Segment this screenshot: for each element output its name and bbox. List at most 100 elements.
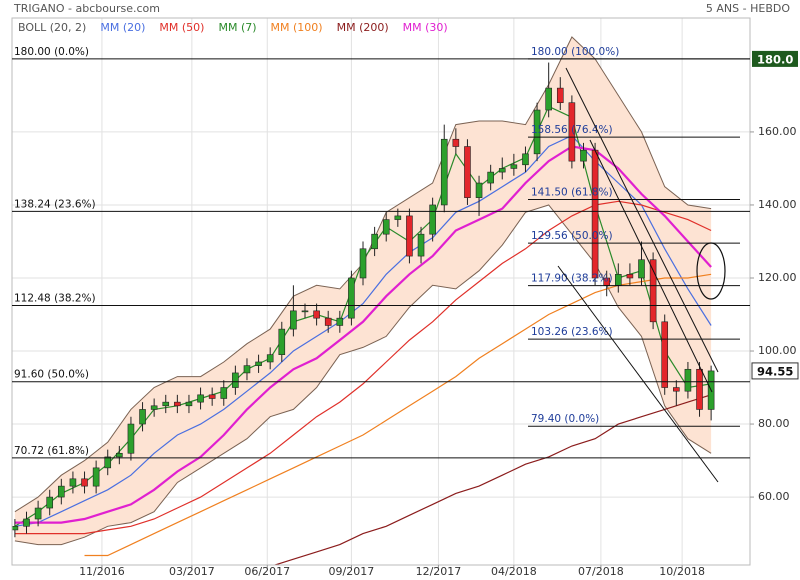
legend-entry: MM (30) [403, 21, 448, 34]
candle-body [69, 478, 77, 487]
candle-body [255, 361, 262, 366]
candle-body [429, 204, 436, 235]
candle-body [232, 372, 239, 388]
last-tag: 94.55 [757, 364, 793, 378]
fib-label: 79.40 (0.0%) [531, 413, 599, 425]
x-tick-label: 06/2017 [244, 565, 290, 578]
x-tick-label: 09/2017 [329, 565, 375, 578]
legend-entry: MM (200) [337, 21, 389, 34]
candle-body [673, 387, 680, 392]
candle-body [371, 233, 378, 250]
candle-body [139, 409, 146, 425]
candle-body [23, 518, 30, 527]
y-tick-label: 160.00 [758, 125, 797, 138]
x-tick-label: 12/2017 [416, 565, 462, 578]
candle-body [382, 219, 390, 235]
candle-body [243, 365, 251, 374]
candle-body [649, 259, 657, 323]
fib-label: 112.48 (38.2%) [14, 292, 96, 304]
y-tick-label: 100.00 [758, 344, 797, 357]
fib-label: 117.90 (38.2%) [531, 273, 613, 285]
legend-entry: MM (100) [271, 21, 323, 34]
candle-body [696, 368, 703, 410]
candle-body [197, 394, 204, 403]
legend-entry: MM (7) [218, 21, 256, 34]
x-tick-label: 07/2018 [578, 565, 624, 578]
fib-label: 129.56 (50.0%) [531, 230, 613, 242]
candle-body [220, 387, 228, 399]
x-tick-label: 04/2018 [491, 565, 537, 578]
overlay: 60.00 80.00 100.00 120.00 140.00 160.00 11/201… [11, 17, 799, 578]
candle-body [533, 109, 541, 155]
candle-body [127, 423, 135, 454]
x-tick-label: 03/2017 [169, 565, 215, 578]
fib-label: 138.24 (23.6%) [14, 198, 96, 210]
candle-body [208, 394, 216, 399]
candle-body [162, 401, 170, 407]
candle-body [278, 328, 286, 355]
moving-average [272, 394, 712, 565]
plot-frame [11, 17, 751, 566]
candle-body [487, 171, 494, 184]
fib-label: 70.72 (61.8%) [14, 445, 89, 457]
y-tick-label: 60.00 [758, 490, 790, 503]
candle-body [406, 215, 413, 257]
highlight-ellipse [696, 242, 726, 300]
candle-body [348, 277, 355, 319]
candle-body [324, 317, 332, 326]
candle-body [394, 215, 402, 220]
fib-label: 103.26 (23.6%) [531, 326, 613, 338]
candle-body [12, 525, 19, 531]
candle-body [301, 310, 309, 313]
band-fill [14, 36, 712, 545]
candle-body [568, 102, 576, 162]
candle-body [174, 401, 181, 407]
plot-area [12, 18, 750, 565]
candle-body [81, 478, 88, 487]
legend-entry: MM (20) [100, 21, 145, 34]
high-tag-box [752, 50, 798, 67]
candle-body [92, 467, 100, 487]
last-tag-box [751, 362, 799, 380]
fib-label: 180.00 (0.0%) [14, 46, 89, 58]
candle-body [580, 149, 587, 162]
candle-body [417, 233, 425, 257]
y-tick-label: 120.00 [758, 271, 797, 284]
x-tick-label: 11/2016 [79, 565, 125, 578]
chart-title: TRIGANO - abcbourse.com [13, 2, 160, 15]
candle-body [150, 405, 158, 410]
y-tick-label: 80.00 [758, 417, 790, 430]
candle-body [556, 87, 564, 104]
y-tick-label: 140.00 [758, 198, 797, 211]
candle-body [626, 274, 634, 279]
chart-subtitle: 5 ANS - HEBDO [706, 2, 790, 15]
candle-body [661, 321, 669, 388]
candle-body [34, 507, 42, 520]
candle-body [638, 259, 645, 279]
candle-body [522, 153, 529, 166]
candle-body [266, 354, 274, 363]
candle-body [359, 248, 367, 279]
fib-label: 91.60 (50.0%) [14, 369, 89, 381]
x-tick-label: 10/2018 [659, 565, 705, 578]
candle-body [440, 138, 448, 206]
legend-entry: MM (50) [159, 21, 204, 34]
candle-body [475, 182, 483, 198]
trend-line [557, 265, 719, 483]
candle-body [498, 168, 506, 173]
candle-body [614, 274, 622, 286]
candle-body [684, 368, 692, 392]
high-tag: 180.0 [757, 52, 793, 66]
fib-label: 180.00 (100.0%) [531, 46, 619, 58]
candle-body [313, 310, 320, 319]
candle-body [104, 456, 112, 469]
candle-body [545, 87, 552, 111]
trend-line [565, 67, 719, 373]
candle-body [464, 146, 471, 198]
candle-body [510, 164, 518, 169]
candle-body [591, 149, 599, 279]
fib-label: 141.50 (61.8%) [531, 186, 613, 198]
trend-line [589, 139, 713, 393]
candle-body [336, 317, 344, 326]
